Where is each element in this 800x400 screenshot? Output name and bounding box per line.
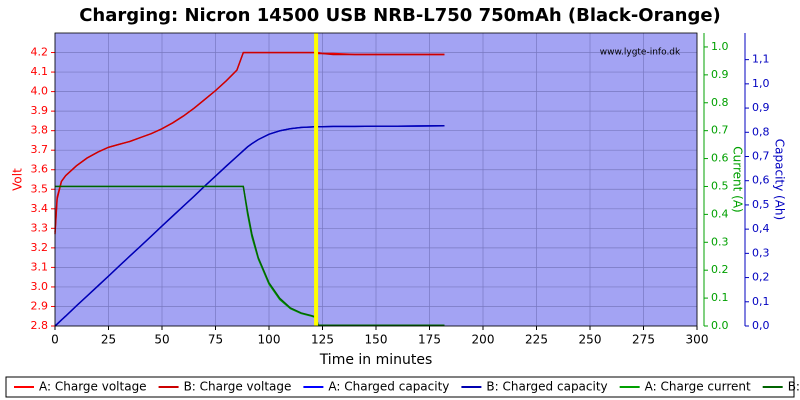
y2-tick-label: 0.3 [711, 235, 729, 248]
legend-label: B: Charged capacity [486, 380, 607, 394]
y2-tick-label: 0.6 [711, 152, 729, 165]
y3-tick-label: 0,2 [752, 271, 770, 284]
x-tick-label: 75 [208, 333, 223, 347]
y3-tick-label: 1,1 [752, 53, 770, 66]
y-tick-label: 3.4 [31, 202, 49, 215]
y-tick-label: 4.1 [31, 65, 49, 78]
y3-tick-label: 0,8 [752, 125, 770, 138]
y-tick-label: 3.2 [31, 241, 49, 254]
legend-label: A: Charge voltage [39, 380, 147, 394]
y2-tick-label: 0.5 [711, 179, 729, 192]
legend-label: A: Charge current [645, 380, 751, 394]
y3-tick-label: 0,1 [752, 295, 770, 308]
watermark: www.lygte-info.dk [600, 48, 681, 58]
y-tick-label: 3.9 [31, 104, 49, 117]
series-line [55, 185, 445, 326]
y2-tick-label: 0.8 [711, 96, 729, 109]
x-tick-label: 0 [51, 333, 59, 347]
series-line [54, 51, 445, 235]
y-tick-label: 2.9 [31, 299, 49, 312]
y-tick-label: 4.2 [31, 46, 49, 59]
y2-tick-label: 1.0 [711, 40, 729, 53]
series-line [54, 125, 445, 327]
y-tick-label: 2.8 [31, 319, 49, 332]
x-axis-label: Time in minutes [319, 352, 433, 368]
y-tick-label: 4.0 [31, 85, 49, 98]
x-tick-label: 100 [258, 333, 281, 347]
y3-tick-label: 0,0 [752, 319, 770, 332]
y2-tick-label: 0.9 [711, 68, 729, 81]
y3-axis-label: Capacity (Ah) [773, 139, 787, 220]
y3-tick-label: 0,4 [752, 222, 770, 235]
y3-tick-label: 0,7 [752, 149, 770, 162]
legend-label: A: Charged capacity [328, 380, 449, 394]
x-tick-label: 25 [101, 333, 116, 347]
y2-tick-label: 0.2 [711, 263, 729, 276]
y-tick-label: 3.0 [31, 280, 49, 293]
x-tick-label: 175 [418, 333, 441, 347]
y-tick-label: 3.5 [31, 182, 49, 195]
y-tick-label: 3.7 [31, 143, 49, 156]
legend-label: B: Charge voltage [184, 380, 292, 394]
y2-tick-label: 0.1 [711, 291, 729, 304]
x-tick-label: 275 [632, 333, 655, 347]
y3-tick-label: 0,5 [752, 198, 770, 211]
chart-title: Charging: Nicron 14500 USB NRB-L750 750m… [79, 5, 721, 26]
y3-tick-label: 0,9 [752, 101, 770, 114]
x-tick-label: 300 [686, 333, 709, 347]
x-tick-label: 50 [154, 333, 169, 347]
y2-tick-label: 0.7 [711, 124, 729, 137]
x-tick-label: 150 [365, 333, 388, 347]
y-tick-label: 3.8 [31, 124, 49, 137]
y-tick-label: 3.6 [31, 163, 49, 176]
x-tick-label: 125 [311, 333, 334, 347]
y3-tick-label: 1,0 [752, 77, 770, 90]
x-tick-label: 225 [525, 333, 548, 347]
y-tick-label: 3.3 [31, 221, 49, 234]
legend-box [5, 376, 795, 398]
y2-axis-label: Current (A) [731, 146, 745, 212]
x-tick-label: 200 [472, 333, 495, 347]
y3-tick-label: 0,3 [752, 246, 770, 259]
plot-frame [54, 32, 698, 327]
x-tick-label: 250 [579, 333, 602, 347]
y2-tick-label: 0.0 [711, 319, 729, 332]
y3-tick-label: 0,6 [752, 174, 770, 187]
y-axis-label: Volt [11, 168, 25, 191]
y2-tick-label: 0.4 [711, 207, 729, 220]
y-tick-label: 3.1 [31, 260, 49, 273]
legend-label: B: Charge current [788, 380, 800, 394]
legend: A: Charge voltage B: Charge voltage A: Cha… [5, 376, 800, 398]
